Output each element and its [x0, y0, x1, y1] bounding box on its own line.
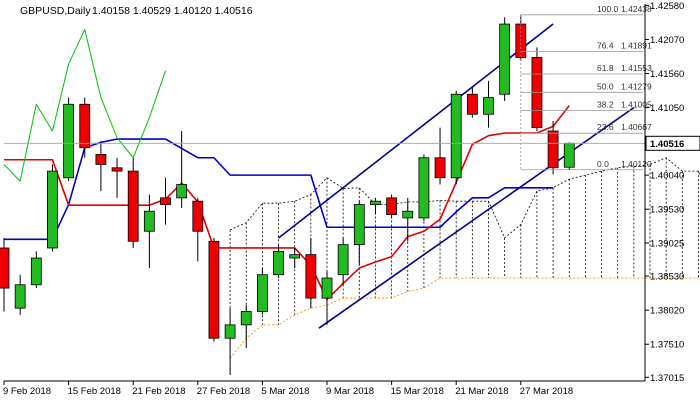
- x-tick-label: 15 Feb 2018: [68, 386, 121, 397]
- candle-body: [402, 210, 414, 219]
- candle-body: [63, 103, 74, 179]
- fib-level-ratio: 76.4: [597, 40, 614, 50]
- candle-body: [0, 247, 10, 289]
- x-tick-label: 9 Mar 2018: [326, 386, 374, 397]
- candle-body: [127, 170, 139, 242]
- candle-body: [240, 311, 252, 326]
- candle-body: [434, 157, 446, 179]
- channel-lower-line: [318, 106, 635, 329]
- candle-body: [370, 200, 381, 205]
- y-tick-label: 1.41560: [650, 69, 684, 80]
- candle-body: [176, 184, 188, 199]
- x-tick-label: 21 Feb 2018: [132, 386, 185, 397]
- candle-body: [386, 197, 398, 215]
- cloud-span-b: [229, 277, 700, 359]
- x-tick-label: 27 Feb 2018: [197, 386, 250, 397]
- fib-level-price: 1.40667: [621, 122, 652, 132]
- y-tick-label: 1.42070: [650, 35, 684, 46]
- y-tick-label: 1.38530: [650, 272, 684, 283]
- fib-level-price: 1.41891: [621, 40, 652, 50]
- x-tick-label: 5 Mar 2018: [261, 386, 309, 397]
- candles-layer: [0, 14, 575, 375]
- y-tick-label: 1.40040: [650, 171, 684, 182]
- candle-body: [305, 254, 317, 299]
- current-price-box: [645, 135, 700, 151]
- axes-layer: 1.425801.420701.415601.410501.405401.400…: [3, 1, 700, 397]
- y-tick-label: 1.42580: [650, 1, 684, 12]
- candle-body: [418, 157, 430, 219]
- candle-body: [224, 324, 236, 339]
- y-tick-label: 1.39025: [650, 238, 684, 249]
- candle-body: [289, 254, 301, 259]
- chikou-line: [3, 28, 166, 182]
- y-tick-label: 1.37015: [650, 373, 684, 384]
- candle-body: [337, 244, 349, 276]
- candle-body: [160, 197, 171, 205]
- candle-body: [79, 103, 91, 149]
- fib-level-price: 1.41553: [621, 63, 652, 73]
- fibonacci-layer: 100.0 1.42438 76.4 1.41891 61.8 1.41553 50.0 1.…: [520, 4, 652, 171]
- candle-body: [14, 284, 26, 309]
- y-tick-label: 1.41050: [650, 103, 684, 114]
- ohlc-values: 1.40158 1.40529 1.40120 1.40516: [92, 5, 253, 17]
- candle-body: [321, 277, 333, 299]
- x-tick-label: 21 Mar 2018: [455, 386, 508, 397]
- fib-level-price: 1.42438: [621, 4, 652, 14]
- y-tick-label: 1.39530: [650, 205, 684, 216]
- fib-level-price: 1.40120: [621, 159, 652, 169]
- candle-body: [95, 153, 107, 165]
- fib-level-price: 1.41279: [621, 81, 652, 91]
- symbol-label: GBPUSD,Daily: [20, 5, 91, 17]
- candle-body: [563, 142, 575, 168]
- x-tick-label: 15 Mar 2018: [391, 386, 444, 397]
- candle-body: [47, 170, 58, 249]
- candle-body: [353, 204, 365, 246]
- candle-body: [256, 274, 268, 312]
- candle-body: [143, 210, 155, 232]
- kijun-line: [4, 138, 554, 241]
- fib-level-ratio: 38.2: [597, 100, 614, 110]
- candle-body: [208, 240, 220, 339]
- candle-body: [466, 93, 478, 115]
- y-tick-label: 1.38020: [650, 306, 684, 317]
- x-tick-label: 9 Feb 2018: [3, 386, 51, 397]
- candle-body: [483, 97, 494, 115]
- ichimoku-layer: [229, 157, 700, 359]
- candle-body: [450, 93, 462, 179]
- x-tick-label: 27 Mar 2018: [520, 386, 573, 397]
- cloud-span-a: [229, 157, 700, 239]
- candle-body: [30, 257, 42, 286]
- candle-body: [547, 130, 559, 169]
- candle-body: [192, 200, 204, 232]
- fib-level-ratio: 50.0: [597, 81, 614, 91]
- fib-level-ratio: 61.8: [597, 63, 614, 73]
- candle-body: [273, 250, 284, 276]
- channel-upper-line: [278, 23, 554, 239]
- y-tick-label: 1.37510: [650, 340, 684, 351]
- fib-level-ratio: 23.6: [597, 122, 614, 132]
- fib-level-price: 1.41005: [621, 100, 652, 110]
- fib-level-ratio: 100.0: [597, 4, 619, 14]
- candle-body: [499, 23, 511, 95]
- fib-level-ratio: 0.0: [597, 159, 609, 169]
- candle-body: [111, 167, 123, 172]
- current-price-label: 1.40516: [650, 139, 684, 150]
